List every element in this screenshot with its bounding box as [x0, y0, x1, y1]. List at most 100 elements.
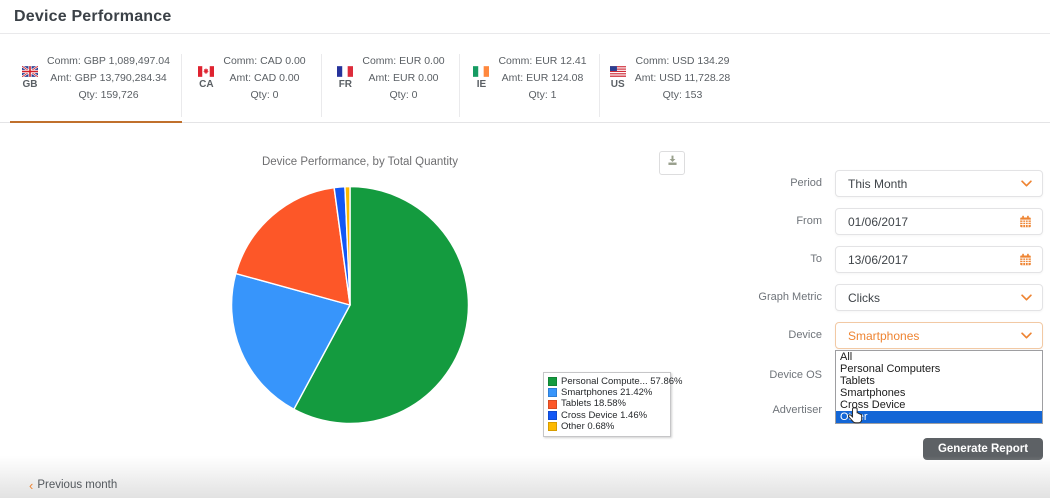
tab-us[interactable]: US Comm: USD 134.29 Amt: USD 11,728.28 Q…	[600, 34, 740, 122]
tab-ca[interactable]: CA Comm: CAD 0.00 Amt: CAD 0.00 Qty: 0	[182, 34, 322, 122]
tab-metrics: Comm: EUR 12.41 Amt: EUR 124.08 Qty: 1	[498, 53, 586, 104]
legend-item: Cross Device 1.46%	[548, 410, 666, 421]
chevron-left-icon: ‹	[29, 477, 34, 493]
from-date-field[interactable]: 01/06/2017	[835, 208, 1043, 235]
page-title: Device Performance	[14, 8, 172, 25]
period-select[interactable]: This Month	[835, 170, 1043, 197]
previous-month-label: Previous month	[37, 479, 118, 491]
period-value: This Month	[848, 176, 908, 191]
device-os-label: Device OS	[769, 369, 822, 381]
tab-metrics: Comm: CAD 0.00 Amt: CAD 0.00 Qty: 0	[223, 53, 305, 104]
tab-fr[interactable]: FR Comm: EUR 0.00 Amt: EUR 0.00 Qty: 0	[322, 34, 460, 122]
tab-divider	[181, 54, 182, 117]
generate-report-button[interactable]: Generate Report	[923, 438, 1043, 460]
tab-qty: Qty: 0	[250, 88, 279, 101]
dropdown-option-smartphones[interactable]: Smartphones	[840, 387, 906, 399]
tab-comm: Comm: CAD 0.00	[223, 54, 306, 67]
tab-gb[interactable]: GB Comm: GBP 1,089,497.04 Amt: GBP 13,79…	[10, 34, 182, 123]
device-select[interactable]: Smartphones	[835, 322, 1043, 349]
device-value: Smartphones	[848, 328, 920, 343]
from-date-value: 01/06/2017	[848, 214, 909, 229]
tab-metrics: Comm: EUR 0.00 Amt: EUR 0.00 Qty: 0	[362, 53, 444, 104]
download-icon	[666, 154, 679, 172]
chart-legend: Personal Compute... 57.86% Smartphones 2…	[543, 372, 682, 438]
legend-swatch	[548, 388, 557, 398]
tab-amt: Amt: EUR 124.08	[501, 71, 584, 84]
tab-divider	[459, 54, 460, 117]
legend-label: Personal Compute... 57.86%	[561, 376, 683, 387]
chevron-down-icon[interactable]	[1021, 180, 1032, 187]
previous-month-link[interactable]: ‹ Previous month	[29, 477, 118, 493]
tab-comm: Comm: EUR 12.41	[498, 54, 587, 67]
pie-slice-personal-computers[interactable]	[293, 185, 470, 425]
tab-country-code: FR	[338, 79, 353, 90]
to-date-field[interactable]: 13/06/2017	[835, 246, 1043, 273]
tab-qty: Qty: 0	[389, 88, 418, 101]
graph-metric-select[interactable]: Clicks	[835, 284, 1043, 311]
tab-comm: Comm: EUR 0.00	[362, 54, 445, 67]
tab-ie[interactable]: IE Comm: EUR 12.41 Amt: EUR 124.08 Qty: …	[460, 34, 600, 122]
tab-metrics: Comm: GBP 1,089,497.04 Amt: GBP 13,790,2…	[47, 53, 170, 104]
calendar-icon[interactable]	[1019, 253, 1032, 266]
header-divider	[0, 33, 1050, 34]
tab-qty: Qty: 1	[528, 88, 557, 101]
legend-item: Personal Compute... 57.86%	[548, 376, 682, 387]
tab-amt: Amt: CAD 0.00	[229, 71, 300, 84]
pie-slice-tablets[interactable]	[235, 186, 351, 306]
dropdown-option-cross-device[interactable]: Cross Device	[840, 399, 906, 411]
legend-label: Cross Device 1.46%	[561, 409, 648, 421]
footer-gradient	[0, 456, 1050, 498]
gb-flag-icon: GB	[22, 66, 39, 90]
tab-country-code: GB	[22, 79, 38, 90]
device-dropdown-list: All Personal Computers Tablets Smartphon…	[835, 350, 1043, 424]
us-flag-icon: US	[609, 66, 626, 90]
chart-title: Device Performance, by Total Quantity	[261, 156, 459, 168]
graph-metric-label: Graph Metric	[758, 291, 822, 303]
legend-label: Smartphones 21.42%	[561, 387, 653, 399]
pie-slice-other[interactable]	[344, 185, 351, 306]
legend-item: Other 0.68%	[548, 421, 666, 432]
legend-item: Smartphones 21.42%	[548, 387, 666, 398]
dropdown-option-all[interactable]: All	[840, 351, 853, 363]
ie-flag-icon: IE	[473, 66, 490, 90]
tab-divider	[321, 54, 322, 117]
legend-item: Tablets 18.58%	[548, 398, 666, 409]
calendar-icon[interactable]	[1019, 215, 1032, 228]
dropdown-option-tablets[interactable]: Tablets	[840, 375, 875, 387]
tab-comm: Comm: USD 134.29	[635, 54, 730, 67]
tab-amt: Amt: USD 11,728.28	[634, 71, 731, 84]
tab-country-code: IE	[476, 79, 487, 90]
legend-swatch	[548, 410, 557, 420]
to-label: To	[810, 253, 822, 265]
tab-amt: Amt: EUR 0.00	[368, 71, 439, 84]
tab-divider	[599, 54, 600, 117]
tab-country-code: US	[610, 79, 625, 90]
graph-metric-value: Clicks	[848, 290, 880, 305]
tab-comm: Comm: GBP 1,089,497.04	[47, 54, 170, 67]
tab-qty: Qty: 153	[662, 88, 703, 101]
pie-chart	[228, 183, 472, 427]
tab-amt: Amt: GBP 13,790,284.34	[50, 71, 167, 84]
ca-flag-icon: CA	[198, 66, 215, 90]
pie-slice-smartphones[interactable]	[230, 272, 351, 411]
chevron-down-icon[interactable]	[1021, 294, 1032, 301]
country-tab-bar: GB Comm: GBP 1,089,497.04 Amt: GBP 13,79…	[0, 34, 1050, 123]
legend-swatch	[548, 399, 557, 409]
tab-country-code: CA	[199, 79, 214, 90]
download-chart-button[interactable]	[659, 151, 685, 175]
chevron-down-icon[interactable]	[1021, 332, 1032, 339]
legend-swatch	[548, 421, 557, 431]
legend-label: Tablets 18.58%	[561, 398, 626, 410]
tab-qty: Qty: 159,726	[78, 88, 139, 101]
advertiser-label: Advertiser	[772, 404, 822, 416]
device-label: Device	[788, 329, 822, 341]
to-date-value: 13/06/2017	[848, 252, 909, 267]
tab-metrics: Comm: USD 134.29 Amt: USD 11,728.28 Qty:…	[635, 53, 731, 104]
legend-label: Other 0.68%	[561, 420, 615, 432]
fr-flag-icon: FR	[337, 66, 354, 90]
legend-swatch	[548, 377, 557, 387]
from-label: From	[796, 215, 822, 227]
dropdown-option-personal-computers[interactable]: Personal Computers	[840, 363, 941, 375]
period-label: Period	[790, 177, 822, 189]
dropdown-option-other[interactable]: Other	[836, 411, 1042, 423]
